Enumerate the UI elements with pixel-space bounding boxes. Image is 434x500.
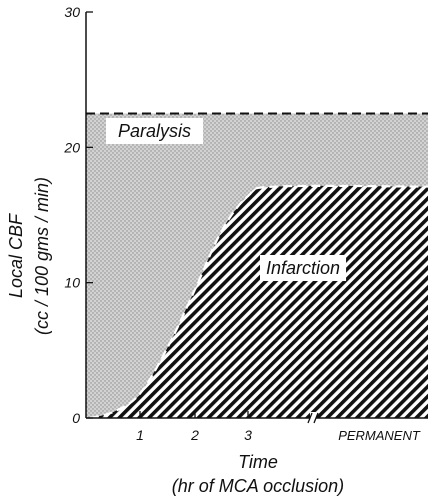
y-axis-title-line2: (cc / 100 gms / min) xyxy=(32,177,52,335)
infarction-threshold-curve xyxy=(89,184,429,420)
axis-break-mark-right xyxy=(313,412,319,424)
paralysis-label-background xyxy=(106,118,204,144)
x-tick-label: 1 xyxy=(136,427,144,443)
y-ticks: 0 10 20 30 xyxy=(63,4,93,426)
y-axis-subtitle-group: (cc / 100 gms / min) xyxy=(32,177,52,335)
y-tick-label: 20 xyxy=(63,139,80,155)
axis-break-mark-left xyxy=(307,412,313,424)
y-tick-label: 30 xyxy=(64,4,80,20)
paralysis-label: Paralysis xyxy=(118,121,191,141)
x-ticks: 1 2 3 PERMANENT xyxy=(136,411,421,443)
y-tick-label: 10 xyxy=(64,275,80,291)
x-axis-break xyxy=(307,412,319,424)
y-axis-title-line1: Local CBF xyxy=(6,213,26,298)
infarction-label-background xyxy=(260,255,347,281)
x-axis-title-line1: Time xyxy=(238,452,278,472)
y-tick-label: 0 xyxy=(72,410,80,426)
infarction-region xyxy=(90,185,428,418)
axis-break-gap xyxy=(310,412,316,424)
x-tick-label: 3 xyxy=(244,427,252,443)
infarction-label: Infarction xyxy=(266,258,340,278)
x-axis-title-line2: (hr of MCA occlusion) xyxy=(172,476,344,496)
x-tick-label: PERMANENT xyxy=(338,428,421,443)
x-tick-label: 2 xyxy=(190,427,199,443)
y-axis-title-group: Local CBF xyxy=(6,213,26,298)
